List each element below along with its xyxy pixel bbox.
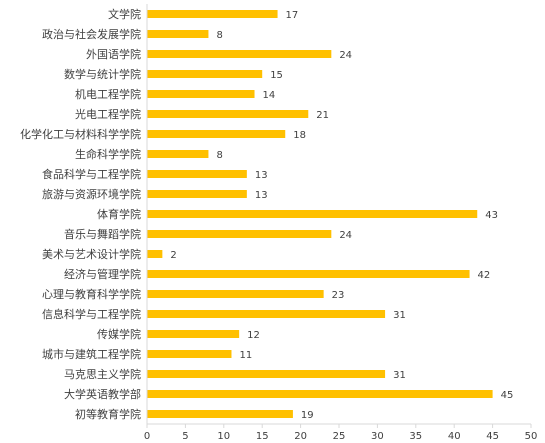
x-tick-label: 15 [256,431,269,442]
x-tick-label: 40 [448,431,461,442]
data-label: 31 [393,310,406,321]
category-label: 大学英语教学部 [64,387,141,401]
category-label: 马克思主义学院 [64,367,141,381]
bar [147,110,309,118]
x-tick-label: 30 [371,431,384,442]
category-label: 音乐与舞蹈学院 [64,227,141,241]
x-tick-label: 50 [525,431,538,442]
bar [147,330,240,338]
category-label: 文学院 [108,7,141,21]
bar [147,10,278,18]
value-labels: 17 8 24 15 14 21 18 8 13 13 43 24 2 42 23 31 12 11 31 45 19 [170,10,513,421]
x-tick-label: 45 [486,431,499,442]
data-label: 2 [170,250,176,261]
data-label: 15 [270,70,283,81]
category-label: 美术与艺术设计学院 [42,247,141,261]
category-label: 外国语学院 [86,47,141,61]
category-label: 传媒学院 [97,327,141,341]
bar [147,90,255,98]
data-label: 8 [216,150,222,161]
category-label: 机电工程学院 [75,87,141,101]
data-label: 17 [286,10,299,21]
data-label: 13 [255,190,268,201]
bar [147,210,478,218]
bar [147,270,470,278]
x-axis-ticks: 0 5 10 15 20 25 30 35 40 45 50 [144,424,538,442]
data-label: 45 [501,390,514,401]
data-label: 21 [316,110,329,121]
category-label: 生命科学学院 [75,147,141,161]
bar [147,310,386,318]
data-label: 42 [478,270,491,281]
category-label: 食品科学与工程学院 [42,167,141,181]
category-label: 光电工程学院 [75,107,141,121]
category-label: 城市与建筑工程学院 [42,347,141,361]
x-tick-label: 0 [144,431,150,442]
category-label: 体育学院 [97,207,141,221]
x-tick-label: 20 [294,431,307,442]
data-label: 8 [216,30,222,41]
data-label: 11 [239,350,252,361]
bar [147,290,324,298]
data-label: 12 [247,330,260,341]
bar [147,370,386,378]
data-label: 13 [255,170,268,181]
data-label: 18 [293,130,306,141]
bar [147,190,247,198]
data-label: 19 [301,410,314,421]
category-label: 政治与社会发展学院 [42,27,141,41]
x-tick-label: 5 [182,431,188,442]
x-tick-label: 35 [409,431,422,442]
bar [147,130,286,138]
category-label: 信息科学与工程学院 [42,307,141,321]
bar [147,170,247,178]
data-label: 14 [263,90,276,101]
bar [147,70,263,78]
x-tick-label: 25 [333,431,346,442]
bar [147,410,293,418]
data-label: 31 [393,370,406,381]
category-label: 化学化工与材料科学学院 [20,127,141,141]
category-label: 经济与管理学院 [64,267,141,281]
bar [147,390,493,398]
bars-group [147,10,493,418]
data-label: 43 [485,210,498,221]
bar [147,350,232,358]
category-label: 旅游与资源环境学院 [42,187,141,201]
x-tick-label: 10 [217,431,230,442]
bar [147,150,209,158]
bar [147,30,209,38]
category-label: 初等教育学院 [75,407,141,421]
bar [147,50,332,58]
data-label: 24 [339,230,352,241]
category-labels: 文学院政治与社会发展学院外国语学院数学与统计学院机电工程学院光电工程学院化学化工… [20,7,141,421]
bar [147,230,332,238]
category-label: 心理与教育科学学院 [42,287,141,301]
bar [147,250,163,258]
category-label: 数学与统计学院 [64,67,141,81]
data-label: 24 [339,50,352,61]
data-label: 23 [332,290,345,301]
